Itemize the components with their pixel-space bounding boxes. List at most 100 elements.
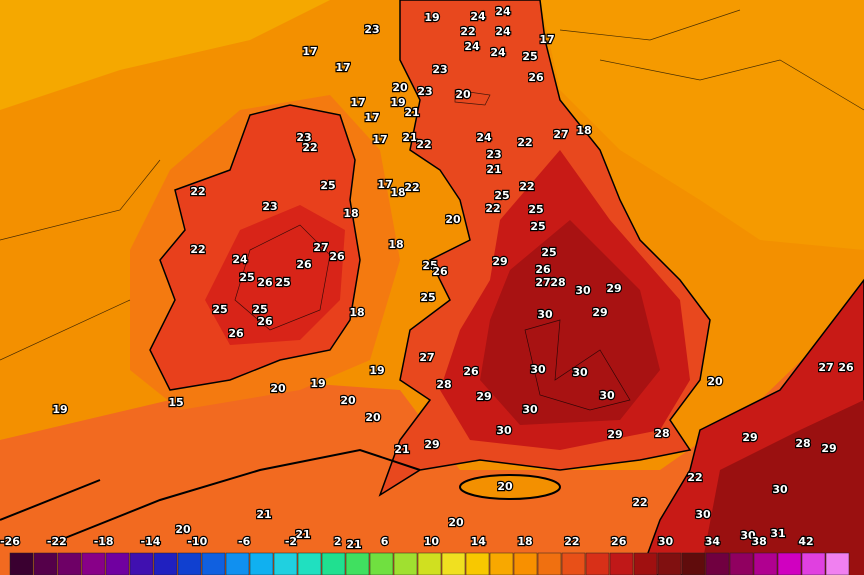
temperature-label: 20 bbox=[455, 88, 471, 101]
legend-tick-label: -26 bbox=[0, 535, 20, 548]
legend-tick-label: -2 bbox=[285, 535, 297, 548]
temperature-label: 26 bbox=[528, 71, 544, 84]
color-swatch bbox=[225, 552, 250, 575]
color-swatch bbox=[489, 552, 514, 575]
isotherm bbox=[524, 319, 631, 411]
temperature-label: 25 bbox=[541, 246, 556, 259]
temperature-label: 29 bbox=[742, 431, 757, 444]
legend-tick-label: -14 bbox=[141, 535, 161, 548]
temperature-label: 23 bbox=[486, 148, 501, 161]
temperature-label: 29 bbox=[821, 442, 836, 455]
temperature-label: 29 bbox=[492, 255, 507, 268]
color-swatch bbox=[729, 552, 754, 575]
color-bar: -26 -22 -18 -14 -10 -6 -2 2 6 10 14 18 22 26 30 34 38 42 bbox=[0, 534, 850, 575]
temperature-label: 28 bbox=[550, 276, 565, 289]
legend-tick-label: 10 bbox=[424, 535, 440, 548]
contour bbox=[0, 448, 421, 541]
temperature-label: 29 bbox=[607, 428, 622, 441]
color-swatch bbox=[417, 552, 442, 575]
temperature-label: 25 bbox=[320, 179, 335, 192]
temperature-label: 21 bbox=[394, 443, 409, 456]
temperature-label: 20 bbox=[340, 394, 356, 407]
temperature-label: 21 bbox=[295, 528, 310, 541]
temperature-label: 22 bbox=[460, 25, 475, 38]
temperature-label: 18 bbox=[349, 306, 364, 319]
temperature-label: 18 bbox=[390, 186, 405, 199]
color-swatch bbox=[201, 552, 226, 575]
temperature-label: 24 bbox=[490, 46, 506, 59]
temperature-label: 30 bbox=[599, 389, 615, 402]
temperature-label: 25 bbox=[522, 50, 537, 63]
temperature-label: 22 bbox=[632, 496, 647, 509]
color-swatch bbox=[9, 552, 34, 575]
temperature-label: 24 bbox=[476, 131, 492, 144]
isle bbox=[459, 474, 561, 500]
temperature-label: 18 bbox=[576, 124, 591, 137]
color-swatch bbox=[681, 552, 706, 575]
color-swatch bbox=[825, 552, 850, 575]
temperature-label: 30 bbox=[496, 424, 512, 437]
temperature-label: 25 bbox=[275, 276, 290, 289]
temperature-label: 31 bbox=[770, 527, 785, 540]
temperature-label: 29 bbox=[476, 390, 491, 403]
legend-tick-label: 6 bbox=[381, 535, 389, 548]
temperature-label: 30 bbox=[772, 483, 788, 496]
ireland-core bbox=[205, 205, 345, 345]
temperature-label: 20 bbox=[445, 213, 461, 226]
color-swatch bbox=[81, 552, 106, 575]
temperature-label: 30 bbox=[537, 308, 553, 321]
temperature-label: 27 bbox=[553, 128, 568, 141]
temperature-label: 22 bbox=[416, 138, 431, 151]
temperature-label: 17 bbox=[372, 133, 387, 146]
color-swatch bbox=[105, 552, 130, 575]
color-swatch bbox=[345, 552, 370, 575]
temperature-label: 26 bbox=[228, 327, 244, 340]
legend-tick-label: -18 bbox=[94, 535, 114, 548]
temperature-label: 30 bbox=[695, 508, 711, 521]
temperature-label: 22 bbox=[485, 202, 500, 215]
temperature-label: 20 bbox=[707, 375, 723, 388]
legend-tick-label: 30 bbox=[658, 535, 674, 548]
temperature-label: 20 bbox=[497, 480, 513, 493]
color-swatch bbox=[273, 552, 298, 575]
legend-tick-label: -10 bbox=[187, 535, 207, 548]
temperature-label: 30 bbox=[575, 284, 591, 297]
temperature-label: 27 bbox=[818, 361, 833, 374]
temperature-label: 21 bbox=[256, 508, 271, 521]
temperature-label: 18 bbox=[388, 238, 403, 251]
temperature-label: 17 bbox=[377, 178, 392, 191]
temperature-label: 25 bbox=[422, 259, 437, 272]
color-swatch bbox=[153, 552, 178, 575]
temperature-label: 17 bbox=[364, 111, 379, 124]
color-swatch bbox=[177, 552, 202, 575]
legend-tick-label: 38 bbox=[752, 535, 767, 548]
temperature-label: 19 bbox=[390, 96, 405, 109]
temperature-label: 25 bbox=[528, 203, 543, 216]
temperature-label: 22 bbox=[302, 141, 317, 154]
color-swatch bbox=[801, 552, 826, 575]
temperature-label: 19 bbox=[424, 11, 439, 24]
isotherm bbox=[234, 224, 331, 331]
temperature-label: 28 bbox=[654, 427, 669, 440]
temperature-label: 21 bbox=[486, 163, 501, 176]
legend-tick-label: 2 bbox=[334, 535, 342, 548]
color-swatch bbox=[777, 552, 802, 575]
color-swatch bbox=[393, 552, 418, 575]
north-sea bbox=[540, 0, 864, 250]
temperature-label: 27 bbox=[535, 276, 550, 289]
temperature-label: 23 bbox=[417, 85, 432, 98]
temperature-label: 25 bbox=[239, 271, 254, 284]
temperature-label: 25 bbox=[252, 303, 267, 316]
legend-tick-label: 18 bbox=[517, 535, 532, 548]
color-swatch bbox=[561, 552, 586, 575]
temperature-label: 15 bbox=[168, 396, 183, 409]
temperature-label: 30 bbox=[522, 403, 538, 416]
england-hot bbox=[480, 220, 660, 425]
temperature-label: 27 bbox=[419, 351, 434, 364]
temperature-label: 24 bbox=[470, 10, 486, 23]
legend-tick-label: -22 bbox=[47, 535, 67, 548]
color-swatch bbox=[465, 552, 490, 575]
